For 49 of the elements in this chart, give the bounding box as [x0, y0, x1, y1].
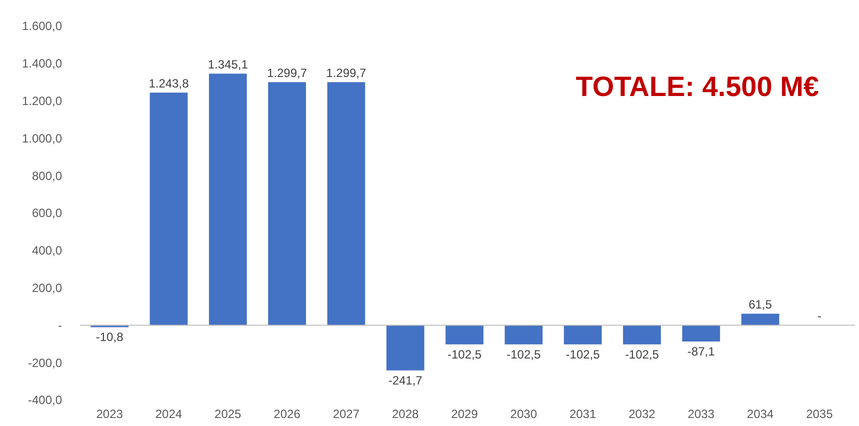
y-tick-label: -200,0 [28, 356, 62, 370]
x-tick-label: 2033 [688, 407, 715, 421]
bar [446, 325, 484, 344]
x-tick-label: 2029 [451, 407, 478, 421]
x-tick-label: 2028 [392, 407, 420, 421]
y-tick-label: 1.200,0 [22, 94, 62, 108]
y-tick-label: 1.600,0 [22, 19, 62, 34]
bar [741, 314, 780, 326]
x-tick-label: 2023 [96, 407, 124, 421]
y-tick-label: 600,0 [32, 206, 62, 220]
x-tick-label: 2030 [510, 407, 538, 421]
data-label: - [817, 309, 822, 324]
x-tick-label: 2024 [155, 407, 182, 421]
bar [682, 325, 720, 342]
bar [208, 74, 247, 326]
bar [386, 325, 424, 370]
bar [564, 325, 602, 344]
data-label: 1.243,8 [148, 76, 190, 91]
y-tick-label: 1.000,0 [22, 131, 62, 146]
x-tick-label: 2026 [274, 407, 301, 421]
data-label: 1.299,7 [326, 66, 367, 80]
x-tick-label: 2027 [332, 407, 360, 421]
y-tick-label: - [58, 318, 62, 332]
data-label: -102,5 [447, 347, 482, 362]
x-tick-label: 2032 [628, 407, 656, 421]
data-label: 61,5 [748, 298, 772, 312]
x-tick-label: 2034 [746, 407, 774, 421]
data-label: -87,1 [687, 344, 716, 358]
data-label: -102,5 [566, 347, 600, 362]
annotation: TOTALE: 4.500 M€ [576, 71, 820, 102]
y-tick-label: -400,0 [28, 393, 62, 408]
data-label: -102,5 [624, 347, 660, 362]
bar [504, 325, 543, 344]
y-tick-label: 800,0 [32, 168, 62, 183]
data-label: -241,7 [388, 373, 423, 388]
bar [327, 82, 366, 326]
y-tick-label: 400,0 [32, 244, 62, 258]
bar [268, 82, 306, 326]
data-label: -102,5 [506, 347, 541, 362]
bar [150, 92, 188, 326]
y-tick-label: 200,0 [32, 281, 62, 295]
x-tick-label: 2031 [569, 407, 596, 421]
data-label: 1.299,7 [267, 66, 308, 80]
bar [623, 325, 661, 344]
data-label: 1.345,1 [208, 58, 248, 72]
y-tick-label: 1.400,0 [22, 56, 62, 71]
x-tick-label: 2025 [214, 407, 242, 421]
x-tick-label: 2035 [806, 407, 834, 421]
data-label: -10,8 [96, 330, 124, 344]
